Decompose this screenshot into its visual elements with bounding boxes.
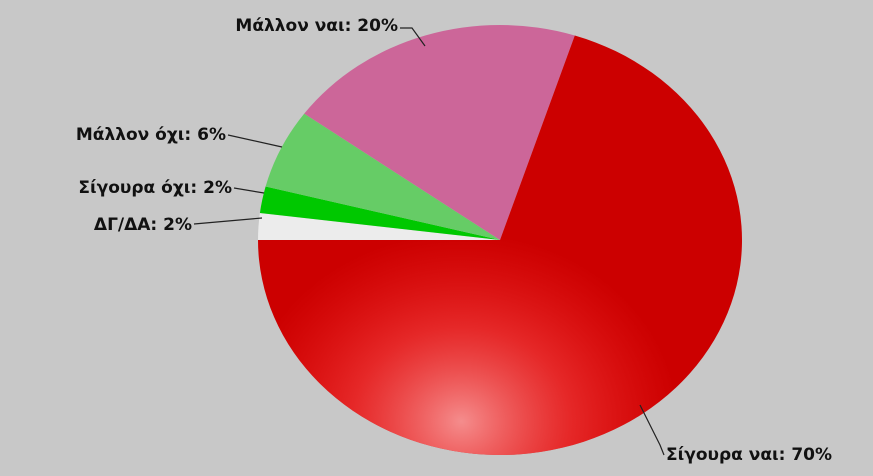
slice-label: Σίγουρα όχι: 2% — [78, 178, 232, 198]
slice-label: Σίγουρα ναι: 70% — [666, 445, 832, 465]
leader-line — [193, 217, 263, 225]
leader-line — [639, 404, 665, 456]
leader-line — [233, 187, 265, 194]
slice-label: ΔΓ/ΔΑ: 2% — [94, 215, 192, 235]
leader-line — [400, 27, 426, 47]
slice-label: Μάλλον όχι: 6% — [76, 125, 226, 145]
leader-line — [227, 134, 283, 148]
slice-label: Μάλλον ναι: 20% — [235, 16, 398, 36]
